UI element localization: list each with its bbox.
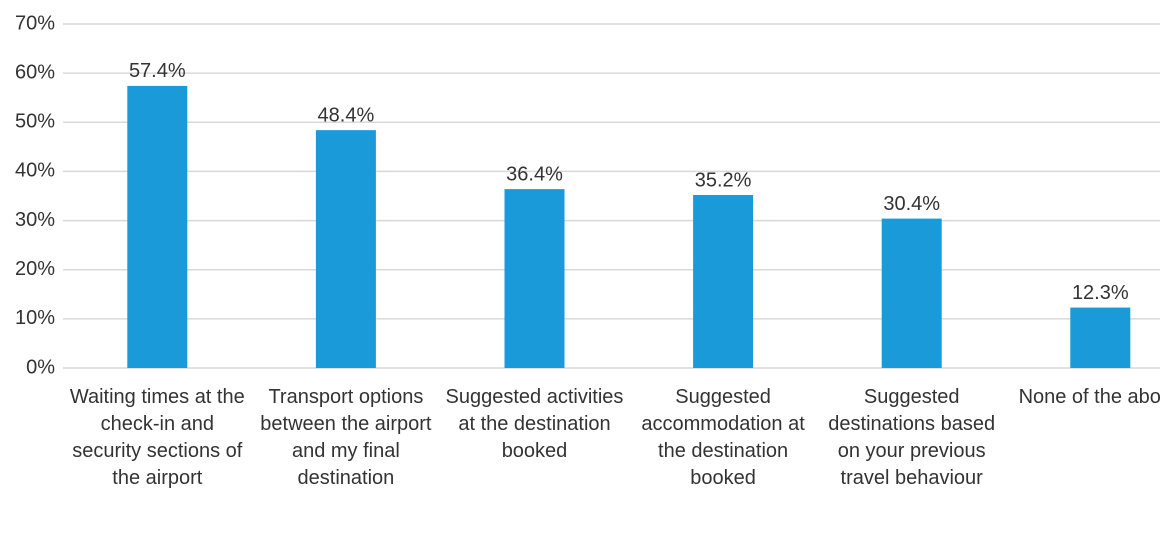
x-tick-label: Suggested destinations based on your pre… <box>828 386 996 489</box>
value-label: 12.3% <box>1072 282 1129 304</box>
bar <box>1070 307 1131 368</box>
y-tick-label: 50% <box>15 111 55 133</box>
y-tick-label: 30% <box>15 209 55 231</box>
y-tick-label: 10% <box>15 307 55 329</box>
x-tick-label: Transport options between the airport an… <box>260 386 432 489</box>
bar <box>127 85 188 369</box>
x-tick-label: None of the above <box>1018 386 1160 408</box>
x-tick-label: Suggested activities at the destination … <box>445 386 624 462</box>
value-label: 36.4% <box>506 163 563 185</box>
x-tick-label: Waiting times at the check-in and securi… <box>69 386 245 489</box>
value-label: 30.4% <box>883 193 940 215</box>
y-tick-label: 60% <box>15 61 55 83</box>
bar <box>693 195 754 368</box>
bar <box>504 189 565 368</box>
bar <box>881 218 942 368</box>
y-tick-label: 0% <box>26 356 55 378</box>
bar <box>315 130 376 368</box>
y-tick-label: 20% <box>15 258 55 280</box>
value-label: 35.2% <box>695 169 752 191</box>
x-tick-label: Suggested accommodation at the destinati… <box>641 386 805 489</box>
value-label: 57.4% <box>129 60 186 82</box>
value-label: 48.4% <box>318 104 375 126</box>
y-tick-label: 70% <box>15 12 55 34</box>
y-tick-label: 40% <box>15 160 55 182</box>
